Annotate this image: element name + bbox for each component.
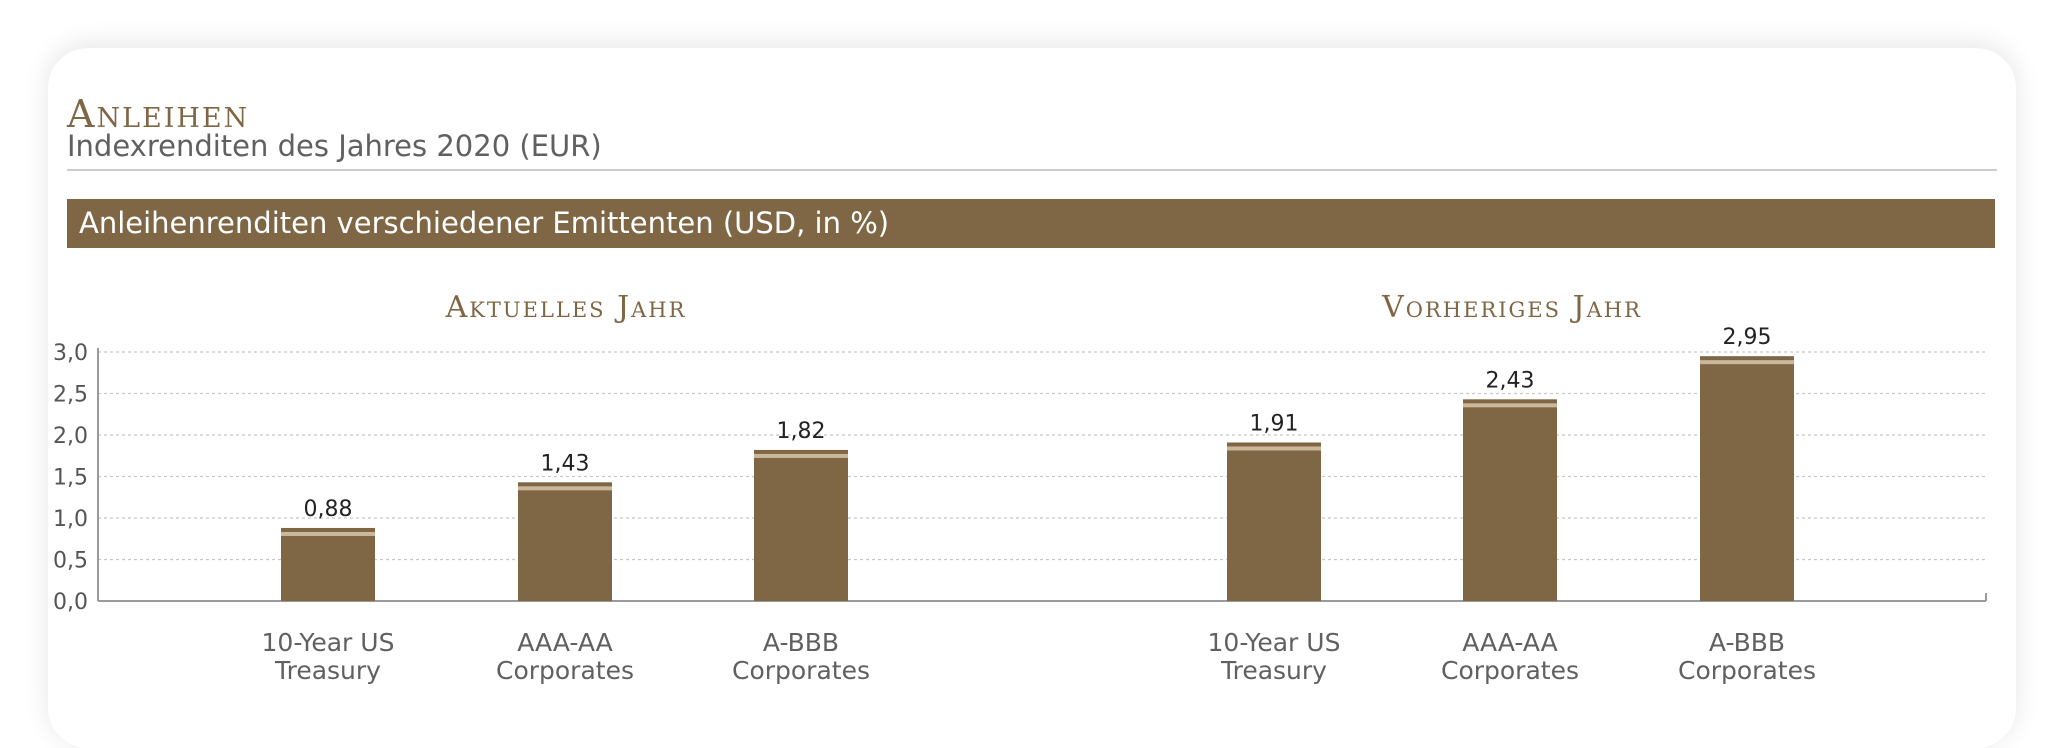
x-tick-label: Corporates [1441, 656, 1579, 685]
data-label: 1,91 [1250, 411, 1299, 436]
bar [754, 449, 848, 601]
bar-highlight [1700, 360, 1794, 365]
y-tick-label: 2,0 [53, 424, 88, 449]
x-tick-label: A-BBB [763, 628, 839, 657]
y-tick-label: 1,0 [53, 507, 88, 532]
bar [1227, 442, 1321, 601]
x-tick-label: Corporates [1678, 656, 1816, 685]
y-tick-label: 0,0 [53, 590, 88, 615]
chart-banner-label: Anleihenrenditen verschiedener Emittente… [79, 206, 890, 240]
x-tick-label: AAA-AA [517, 628, 613, 657]
section-title-previous-year: Vorheriges Jahr [1382, 290, 1642, 325]
data-label: 2,43 [1486, 368, 1535, 393]
y-tick-label: 1,5 [53, 466, 88, 491]
x-tick-label: A-BBB [1709, 628, 1785, 657]
x-tick-label: 10-Year US [1208, 628, 1341, 657]
x-tick-label: 10-Year US [262, 628, 395, 657]
x-tick-label: Corporates [732, 656, 870, 685]
chart-card [48, 48, 2016, 748]
section-title-current-year: Aktuelles Jahr [445, 290, 687, 325]
x-tick-label: Treasury [274, 656, 381, 685]
bar-highlight [281, 531, 375, 536]
chart-banner: Anleihenrenditen verschiedener Emittente… [67, 199, 1995, 248]
bar-highlight [518, 486, 612, 491]
x-tick-label: Treasury [1220, 656, 1327, 685]
page-subtitle: Indexrenditen des Jahres 2020 (EUR) [67, 129, 602, 163]
bar-highlight [1463, 403, 1557, 408]
data-label: 2,95 [1723, 325, 1772, 350]
y-tick-label: 2,5 [53, 383, 88, 408]
y-tick-label: 0,5 [53, 549, 88, 574]
bar [1700, 356, 1794, 601]
x-tick-label: Corporates [496, 656, 634, 685]
y-tick-label: 3,0 [53, 341, 88, 366]
bar [1463, 399, 1557, 601]
x-tick-label: AAA-AA [1462, 628, 1558, 657]
bar [281, 527, 375, 601]
bar-highlight [1227, 446, 1321, 451]
data-label: 1,43 [541, 451, 590, 476]
page-title: Anleihen [67, 92, 250, 136]
bar [518, 482, 612, 601]
data-label: 0,88 [304, 497, 353, 522]
title-divider [67, 169, 1997, 171]
bar-highlight [754, 453, 848, 458]
data-label: 1,82 [777, 419, 826, 444]
